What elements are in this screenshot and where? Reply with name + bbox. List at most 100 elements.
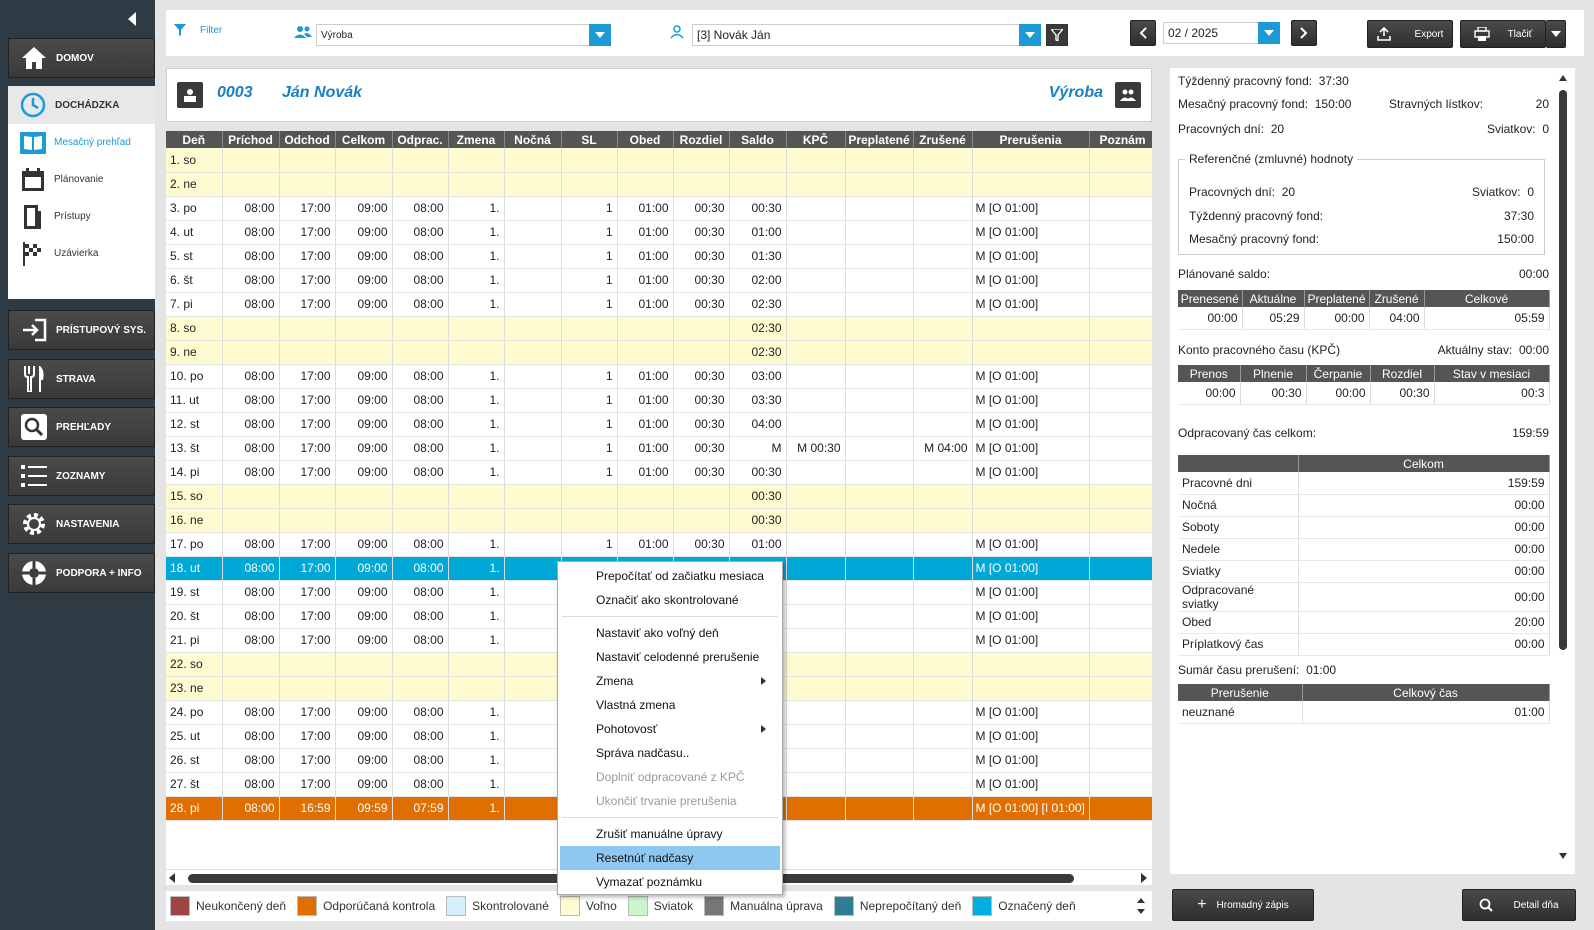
- employee-filter-button[interactable]: [1046, 24, 1068, 46]
- vertical-scrollbar[interactable]: [1557, 72, 1569, 862]
- table-cell: [279, 676, 336, 701]
- chevron-down-icon[interactable]: [1258, 22, 1280, 44]
- legend-swatch: [559, 896, 580, 916]
- table-row[interactable]: 12. st 08:00 17:00 09:00 08:00 1. 1 01:00 00:30 0…: [166, 412, 1152, 437]
- prev-month-button[interactable]: [1130, 20, 1156, 46]
- print-button[interactable]: Tlačiť: [1460, 20, 1546, 48]
- table-row[interactable]: 5. st 08:00 17:00 09:00 08:00 1. 1 01:00 00:30 01…: [166, 244, 1152, 269]
- next-month-button[interactable]: [1291, 20, 1317, 46]
- table-row[interactable]: 7. pi 08:00 17:00 09:00 08:00 1. 1 01:00 00:30 02…: [166, 292, 1152, 317]
- column-header[interactable]: Deň: [166, 131, 223, 148]
- chevron-down-icon[interactable]: [1019, 24, 1041, 46]
- column-header[interactable]: Nočná: [504, 131, 562, 148]
- menu-item[interactable]: Zrušiť manuálne úpravy: [560, 822, 780, 846]
- table-row[interactable]: 6. št 08:00 17:00 09:00 08:00 1. 1 01:00 00:30 02…: [166, 268, 1152, 293]
- table-cell: [1089, 652, 1152, 677]
- nav-domov[interactable]: DOMOV: [8, 38, 155, 78]
- column-header[interactable]: Rozdiel: [673, 131, 730, 148]
- table-cell: 00:30: [673, 388, 730, 413]
- table-cell: [845, 412, 914, 437]
- period-select[interactable]: 02 / 2025: [1163, 22, 1280, 44]
- scroll-up-icon[interactable]: [1559, 74, 1567, 81]
- table-row[interactable]: 4. ut 08:00 17:00 09:00 08:00 1. 1 01:00 00:30 01…: [166, 220, 1152, 245]
- menu-item[interactable]: Nastaviť ako voľný deň: [560, 621, 780, 645]
- table-row[interactable]: 13. št 08:00 17:00 09:00 08:00 1. 1 01:00 00:30 M…: [166, 436, 1152, 461]
- scroll-arrows-icon[interactable]: [1136, 895, 1146, 917]
- column-header[interactable]: Odchod: [279, 131, 336, 148]
- scroll-left-icon[interactable]: [168, 873, 176, 883]
- column-header[interactable]: SL: [561, 131, 618, 148]
- table-cell: 1.: [448, 580, 505, 605]
- table-cell: [279, 148, 336, 173]
- employee-select[interactable]: [3] Novák Ján: [692, 24, 1041, 46]
- column-header[interactable]: Preplatené: [845, 131, 914, 148]
- nav-prehlady[interactable]: PREHĽADY: [8, 407, 155, 447]
- print-dropdown[interactable]: [1546, 20, 1566, 48]
- collapse-sidebar-icon[interactable]: [128, 12, 136, 26]
- column-header[interactable]: Zrušené: [913, 131, 973, 148]
- nav-nastavenia[interactable]: NASTAVENIA: [8, 504, 155, 544]
- column-header[interactable]: Saldo: [729, 131, 787, 148]
- menu-item[interactable]: Nastaviť celodenné prerušenie: [560, 645, 780, 669]
- subitem-mesacny-prehlad[interactable]: Mesačný prehľad: [8, 124, 155, 161]
- nav-pristupovy-sys[interactable]: PRÍSTUPOVÝ SYS.: [8, 310, 155, 350]
- table-cell: [1089, 556, 1152, 581]
- table-row[interactable]: 16. ne 00:30: [166, 508, 1152, 533]
- table-cell: 20. št: [166, 604, 223, 629]
- nav-zoznamy[interactable]: ZOZNAMY: [8, 456, 155, 496]
- chevron-down-icon[interactable]: [589, 24, 611, 46]
- menu-item[interactable]: Vlastná zmena: [560, 693, 780, 717]
- column-header[interactable]: Obed: [617, 131, 674, 148]
- menu-item[interactable]: Označiť ako skontrolované: [560, 588, 780, 612]
- menu-item[interactable]: Pohotovosť: [560, 717, 780, 741]
- table-cell: [913, 700, 973, 725]
- table-cell: [673, 484, 730, 509]
- scroll-thumb[interactable]: [1559, 90, 1567, 650]
- subitem-uzavierka[interactable]: Uzávierka: [8, 235, 155, 272]
- column-header[interactable]: Odprac.: [392, 131, 449, 148]
- export-button[interactable]: Export: [1367, 20, 1453, 48]
- table-cell: [617, 316, 674, 341]
- filter-button[interactable]: Filter: [174, 24, 222, 36]
- bulk-entry-button[interactable]: + Hromadný zápis: [1172, 889, 1314, 921]
- legend-scroll[interactable]: [1136, 895, 1146, 917]
- column-header[interactable]: Príchod: [222, 131, 280, 148]
- table-row[interactable]: 15. so 00:30: [166, 484, 1152, 509]
- column-header[interactable]: Celkom: [335, 131, 393, 148]
- subitem-planovanie[interactable]: Plánovanie: [8, 161, 155, 198]
- table-cell: [1089, 724, 1152, 749]
- column-header[interactable]: Prerušenia: [972, 131, 1090, 148]
- table-row[interactable]: 17. po 08:00 17:00 09:00 08:00 1. 1 01:00 00:30 0…: [166, 532, 1152, 557]
- department-button[interactable]: [1115, 82, 1141, 108]
- menu-item[interactable]: Správa nadčasu..: [560, 741, 780, 765]
- table-cell: [1089, 796, 1152, 821]
- table-cell: 08:00: [392, 556, 449, 581]
- table-row[interactable]: 2. ne: [166, 172, 1152, 197]
- nav-podpora-info[interactable]: PODPORA + INFO: [8, 553, 155, 593]
- menu-item[interactable]: Prepočítať od začiatku mesiaca: [560, 564, 780, 588]
- table-row[interactable]: 11. ut 08:00 17:00 09:00 08:00 1. 1 01:00 00:30 0…: [166, 388, 1152, 413]
- nav-dochadzka[interactable]: DOCHÁDZKA: [8, 86, 155, 124]
- table-row[interactable]: 1. so: [166, 148, 1152, 173]
- table-row[interactable]: 8. so 02:30: [166, 316, 1152, 341]
- scroll-right-icon[interactable]: [1140, 873, 1148, 883]
- table-row[interactable]: 10. po 08:00 17:00 09:00 08:00 1. 1 01:00 00:30 0…: [166, 364, 1152, 389]
- subitem-pristupy[interactable]: Prístupy: [8, 198, 155, 235]
- table-row[interactable]: 22. so0: [166, 652, 1152, 677]
- column-header[interactable]: KPČ: [786, 131, 846, 148]
- menu-item[interactable]: Zmena: [560, 669, 780, 693]
- department-select[interactable]: Výroba: [316, 24, 611, 46]
- table-cell: M [O 01:00]: [972, 604, 1090, 629]
- table-row[interactable]: 14. pi 08:00 17:00 09:00 08:00 1. 1 01:00 00:30 0…: [166, 460, 1152, 485]
- table-row[interactable]: 3. po 08:00 17:00 09:00 08:00 1. 1 01:00 00:30 00…: [166, 196, 1152, 221]
- nav-strava[interactable]: STRAVA: [8, 359, 155, 399]
- scroll-down-icon[interactable]: [1559, 853, 1567, 860]
- menu-item[interactable]: Resetnúť nadčasy: [560, 846, 780, 870]
- day-detail-button[interactable]: Detail dňa: [1462, 889, 1576, 921]
- menu-item[interactable]: Vymazať poznámku: [560, 870, 780, 894]
- column-header[interactable]: Poznám: [1089, 131, 1152, 148]
- table-row[interactable]: 9. ne 02:30: [166, 340, 1152, 365]
- column-header[interactable]: Zmena: [448, 131, 505, 148]
